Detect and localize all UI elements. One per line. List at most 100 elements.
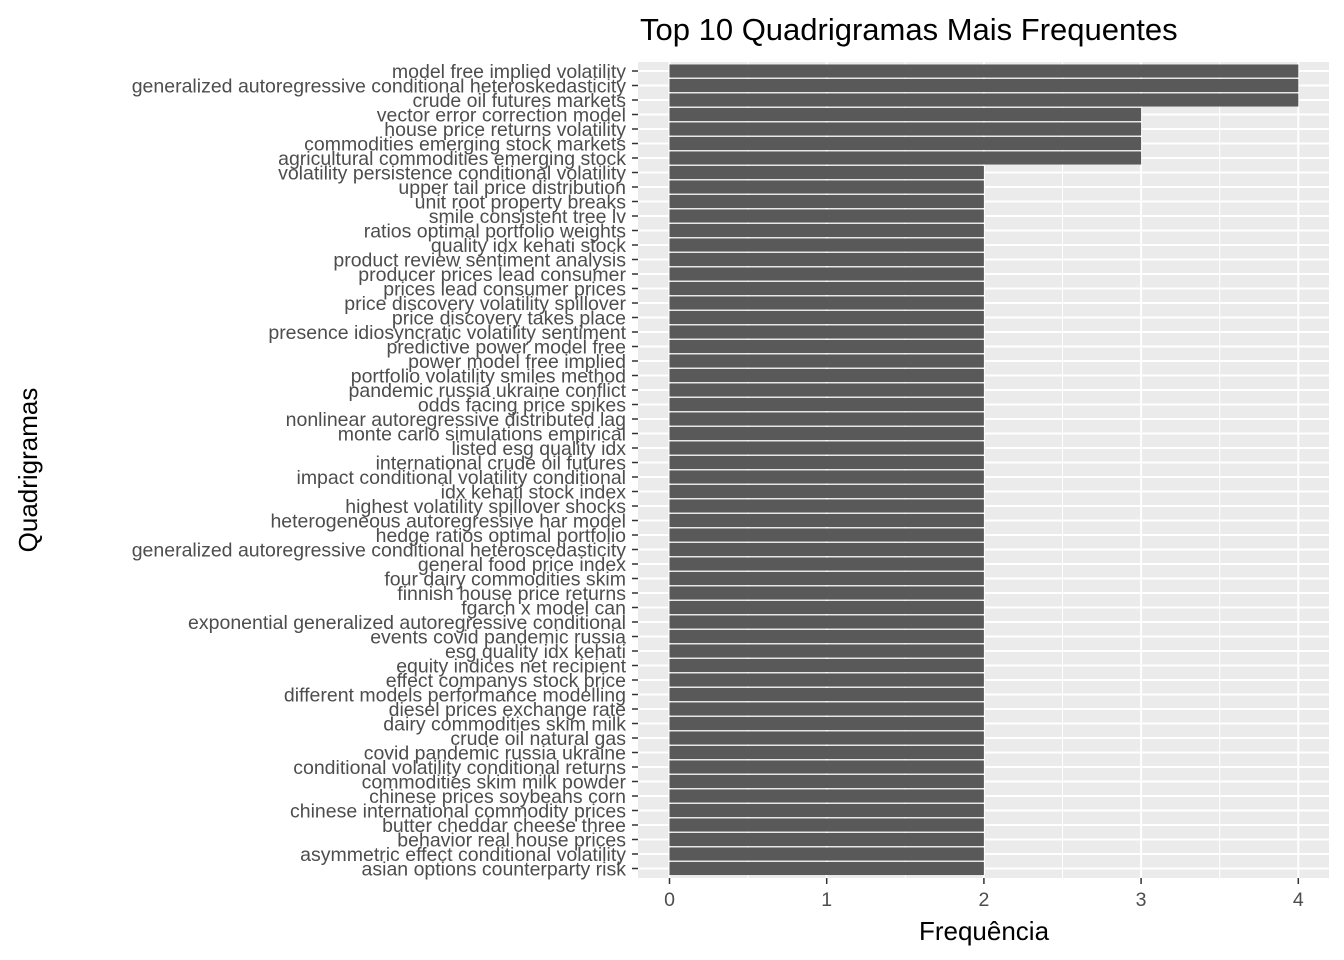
y-tick-label: chinese international commodity prices [290, 801, 626, 823]
y-tick-label: producer prices lead consumer [358, 264, 626, 286]
bar [669, 223, 984, 238]
bar [669, 368, 984, 383]
bar [669, 441, 984, 455]
bar [669, 180, 984, 194]
y-tick-label: crude oil futures markets [412, 90, 626, 112]
y-tick-label: different models performance modelling [284, 685, 626, 707]
y-tick-label: hedge ratios optimal portfolio [376, 525, 627, 547]
bar [669, 93, 1299, 107]
x-tick-label: 3 [1136, 889, 1147, 911]
bar [669, 339, 984, 354]
y-tick-label: asymmetric effect conditional volatility [300, 844, 626, 866]
y-tick-label: heterogeneous autoregressive har model [270, 511, 626, 533]
y-tick-label: four dairy commodities skim [384, 569, 626, 591]
bar [669, 789, 984, 803]
y-tick-label: impact conditional volatility conditiona… [296, 467, 626, 489]
y-tick-label: fgarch x model can [461, 598, 626, 620]
y-axis-title: Quadrigramas [13, 388, 43, 553]
y-tick-label: price discovery takes place [392, 308, 626, 330]
y-tick-label: quality idx kehati stock [431, 235, 626, 257]
bar [669, 542, 984, 557]
bar [669, 629, 984, 644]
y-axis-ticks [632, 70, 638, 870]
y-tick-label: upper tail price distribution [398, 177, 626, 199]
x-axis-labels: 0 1 2 3 4 [664, 889, 1304, 911]
bar [669, 774, 984, 789]
y-tick-label: butter cheddar cheese three [382, 815, 626, 837]
y-tick-label: general food price index [418, 554, 626, 576]
y-tick-label: chinese prices soybeans corn [369, 786, 626, 808]
y-tick-label: volatility persistence conditional volat… [278, 163, 626, 185]
y-tick-label: monte carlo simulations empirical [338, 424, 626, 446]
y-tick-label: finnish house price returns [397, 583, 626, 605]
y-tick-label: model free implied volatility [392, 61, 626, 83]
bar [669, 818, 984, 832]
bar [669, 687, 984, 702]
bar [669, 383, 984, 397]
bar [669, 470, 984, 484]
bar [669, 586, 984, 600]
bar [669, 252, 984, 267]
bar [669, 571, 984, 586]
y-tick-label: international crude oil futures [376, 453, 627, 475]
bar [669, 267, 984, 281]
bar [669, 499, 984, 513]
y-tick-label: presence idiosyncratic volatility sentim… [268, 322, 626, 344]
y-tick-label: equity indices net recipient [396, 656, 626, 678]
y-tick-label: diesel prices exchange rate [389, 699, 626, 721]
bar [669, 861, 984, 876]
bar [669, 484, 984, 499]
x-tick-label: 2 [978, 889, 989, 911]
y-tick-label: commodities emerging stock markets [304, 134, 626, 156]
bar [669, 354, 984, 368]
y-tick-label: prices lead consumer prices [383, 279, 626, 301]
bar [669, 528, 984, 542]
y-tick-label: esg quality idx kehati [445, 641, 626, 663]
bar [669, 803, 984, 818]
y-tick-label: listed esg quality idx [451, 438, 626, 460]
bar [669, 847, 984, 861]
y-tick-label: covid pandemic russia ukraine [364, 743, 626, 765]
y-tick-label: exponential generalized autoregressive c… [188, 612, 626, 634]
bar [669, 513, 984, 528]
bar [669, 296, 984, 310]
bars [669, 64, 1299, 876]
y-tick-label: house price returns volatility [384, 119, 626, 141]
x-axis-title: Frequência [919, 916, 1050, 946]
y-tick-label: predictive power model free [386, 337, 626, 359]
bar [669, 64, 1299, 78]
bar [669, 600, 984, 615]
y-tick-label: odds facing price spikes [418, 395, 626, 417]
y-tick-label: events covid pandemic russia [370, 627, 626, 649]
bar [669, 209, 984, 223]
bar [669, 760, 984, 774]
bar [669, 78, 1299, 93]
bar [669, 194, 984, 209]
y-tick-label: asian options counterparty risk [362, 859, 627, 881]
y-tick-label: pandemic russia ukraine conflict [349, 380, 627, 402]
bar [669, 455, 984, 470]
bar [669, 658, 984, 673]
y-tick-label: generalized autoregressive conditional h… [132, 76, 627, 98]
y-tick-label: unit root property breaks [415, 192, 627, 214]
y-tick-label: ratios optimal portfolio weights [364, 221, 627, 243]
y-tick-label: product review sentiment analysis [333, 250, 626, 272]
bar [669, 745, 984, 760]
y-tick-label: smile consistent tree lv [429, 206, 626, 228]
y-tick-label: effect companys stock price [386, 670, 626, 692]
y-tick-label: idx kehati stock index [441, 482, 627, 504]
chart-title: Top 10 Quadrigramas Mais Frequentes [640, 12, 1178, 47]
bar [669, 615, 984, 629]
y-tick-label: highest volatility spillover shocks [345, 496, 626, 518]
y-axis-labels: model free implied volatilitygeneralized… [132, 61, 627, 881]
bar [669, 426, 984, 441]
y-tick-label: behavior real house prices [397, 830, 626, 852]
bar [669, 151, 1142, 165]
y-tick-label: portfolio volatility smiles method [351, 366, 626, 388]
bar [669, 397, 984, 412]
x-tick-label: 1 [821, 889, 832, 911]
bar [669, 731, 984, 745]
bar [669, 557, 984, 571]
y-tick-label: vector error correction model [377, 105, 626, 127]
